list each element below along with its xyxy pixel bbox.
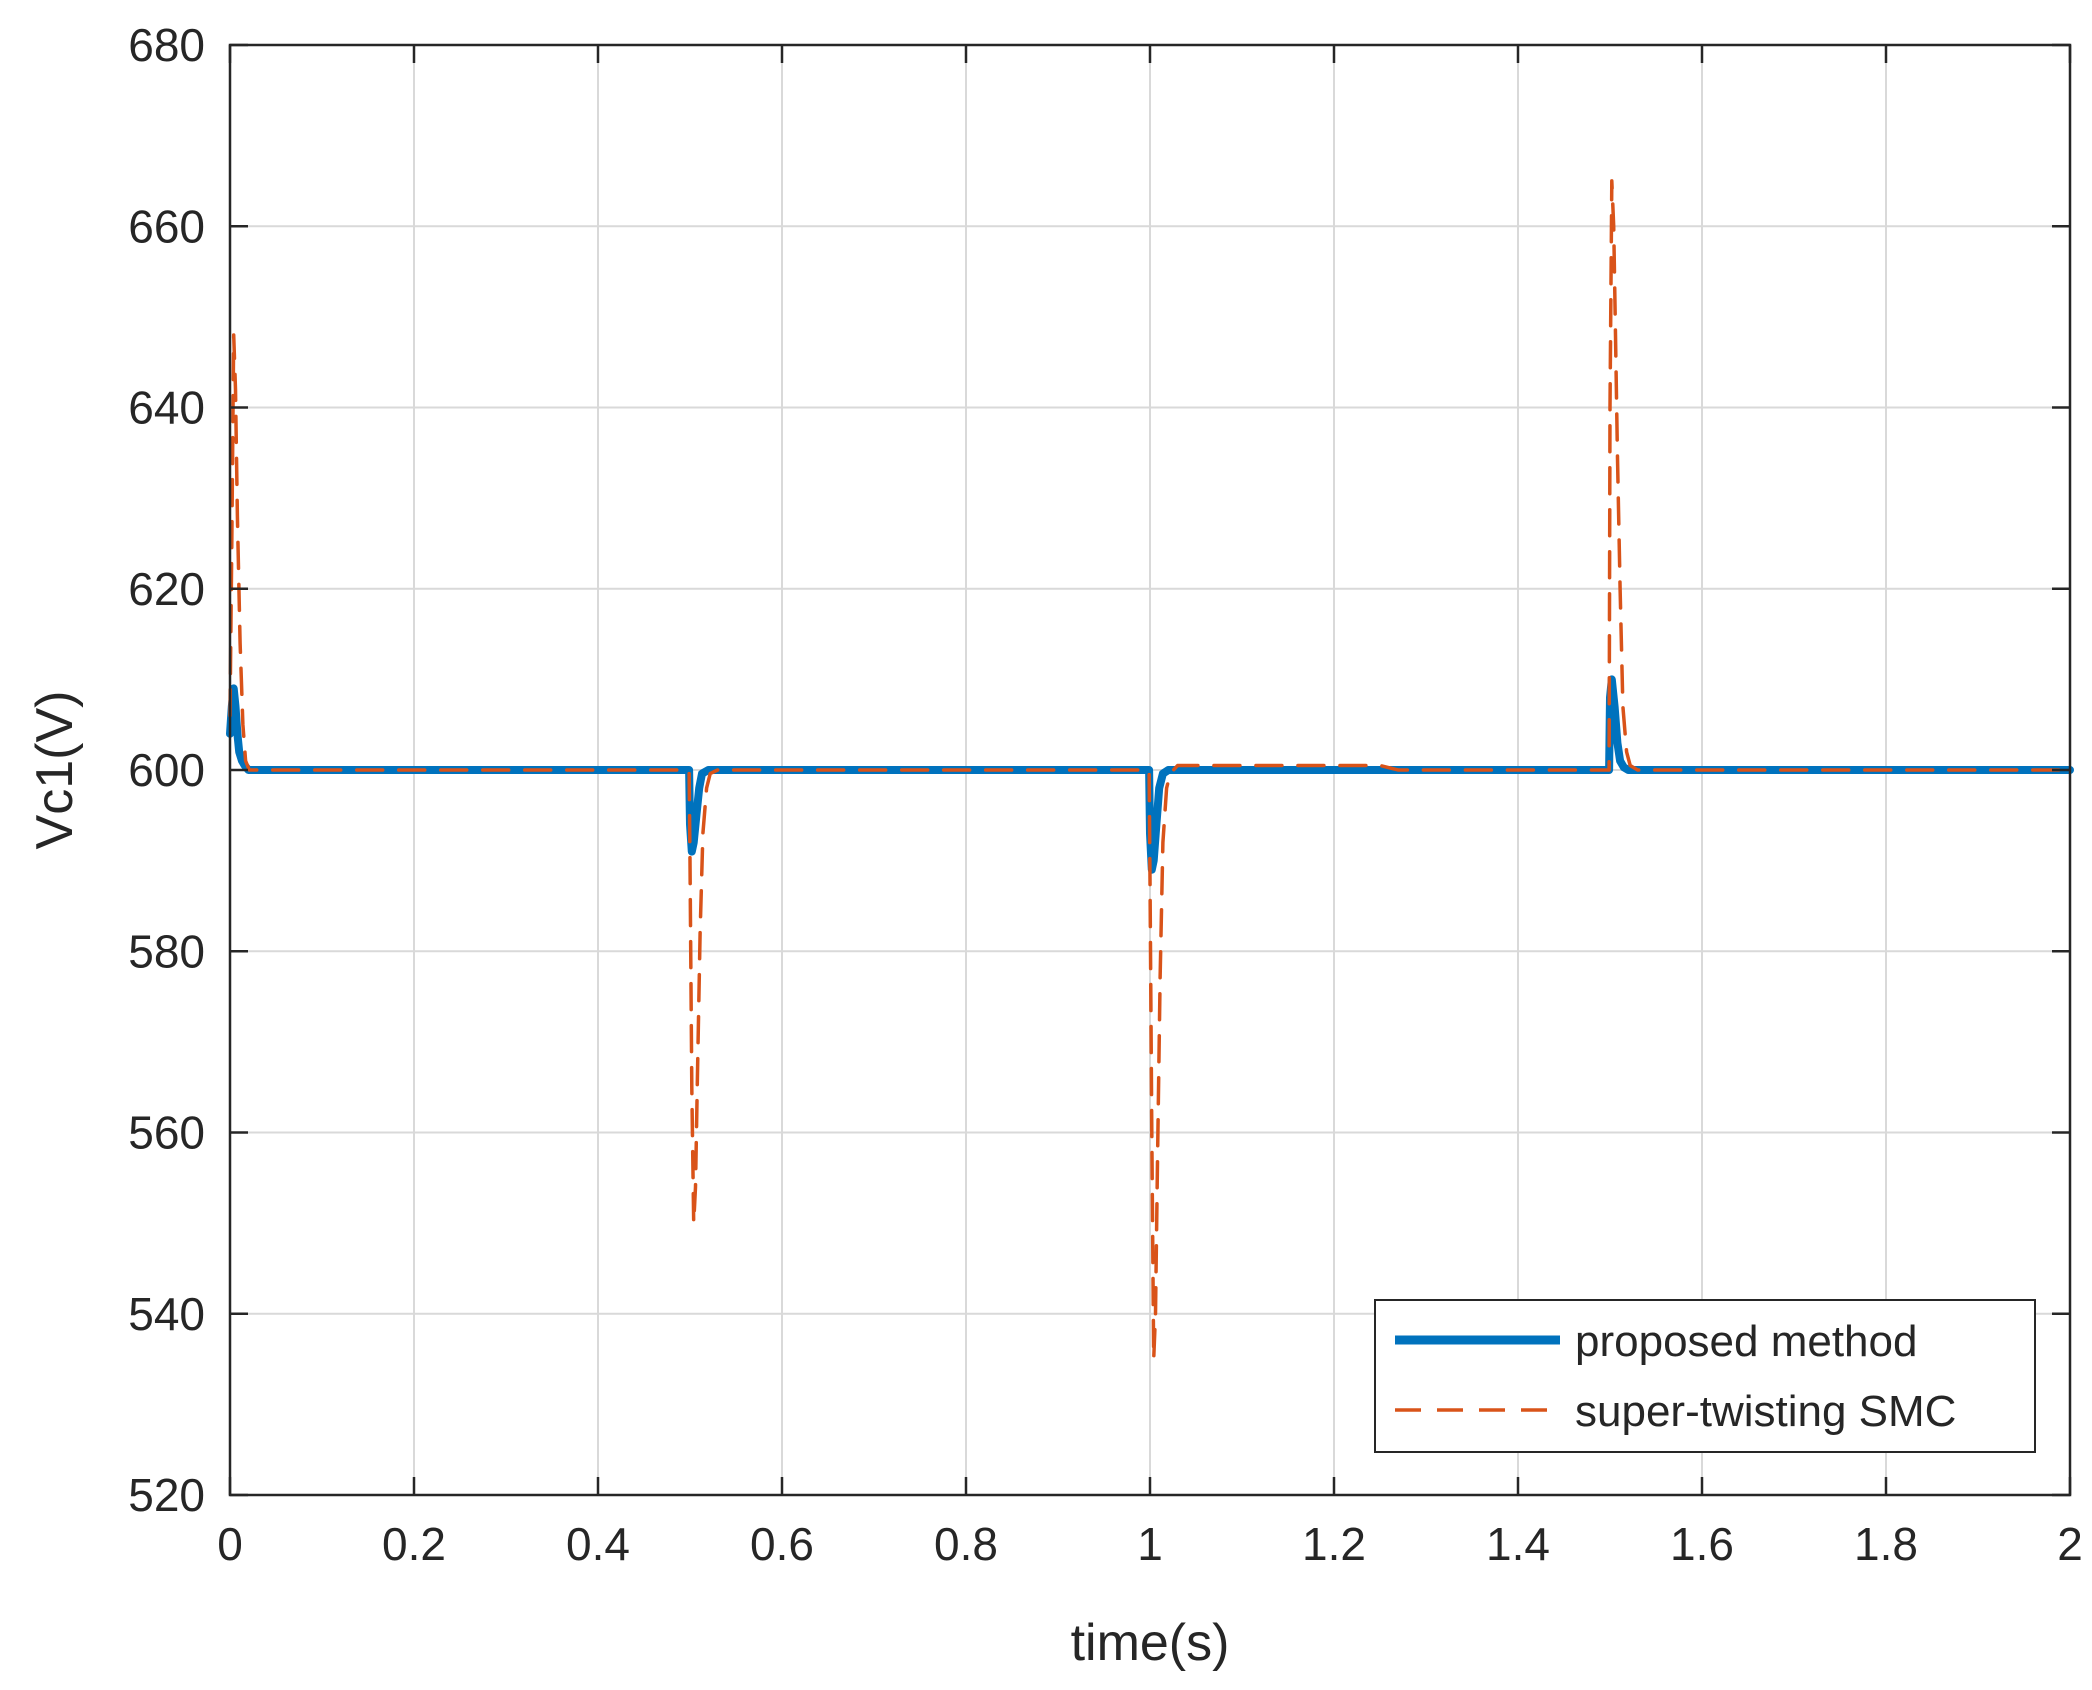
x-tick-label: 1 xyxy=(1137,1518,1163,1570)
legend-box xyxy=(1374,1299,2036,1453)
y-tick-label: 540 xyxy=(128,1288,205,1340)
x-tick-label: 0 xyxy=(217,1518,243,1570)
series-line-super-twisting-smc xyxy=(228,179,2072,1361)
series-line-proposed-method xyxy=(226,675,2074,874)
ticks xyxy=(228,43,2072,1497)
y-tick-label: 580 xyxy=(128,925,205,977)
x-tick-label: 1.2 xyxy=(1302,1518,1366,1570)
x-axis-label: time(s) xyxy=(1071,1614,1230,1672)
y-tick-label: 520 xyxy=(128,1469,205,1521)
x-tick-label: 1.4 xyxy=(1486,1518,1550,1570)
y-tick-label: 600 xyxy=(128,744,205,796)
y-tick-label: 680 xyxy=(128,19,205,71)
legend-label-proposed: proposed method xyxy=(1575,1317,1917,1366)
x-tick-label: 2 xyxy=(2057,1518,2083,1570)
legend-label-super-twisting: super-twisting SMC xyxy=(1575,1387,1956,1436)
y-tick-label: 560 xyxy=(128,1107,205,1159)
x-tick-label: 1.8 xyxy=(1854,1518,1918,1570)
y-axis-label: Vc1(V) xyxy=(26,691,84,850)
x-tick-label: 0.6 xyxy=(750,1518,814,1570)
x-tick-label: 0.4 xyxy=(566,1518,630,1570)
y-tick-label: 620 xyxy=(128,563,205,615)
series-layer xyxy=(226,179,2074,1361)
y-tick-label: 640 xyxy=(128,382,205,434)
tick-labels: 0 0.2 0.4 0.6 0.8 1 1.2 1.4 1.6 1.8 2 520 540 560 580 6… xyxy=(128,19,2083,1570)
x-tick-label: 0.2 xyxy=(382,1518,446,1570)
legend: proposed method super-twisting SMC xyxy=(1374,1299,2036,1453)
x-tick-label: 0.8 xyxy=(934,1518,998,1570)
y-tick-label: 660 xyxy=(128,200,205,252)
x-tick-label: 1.6 xyxy=(1670,1518,1734,1570)
